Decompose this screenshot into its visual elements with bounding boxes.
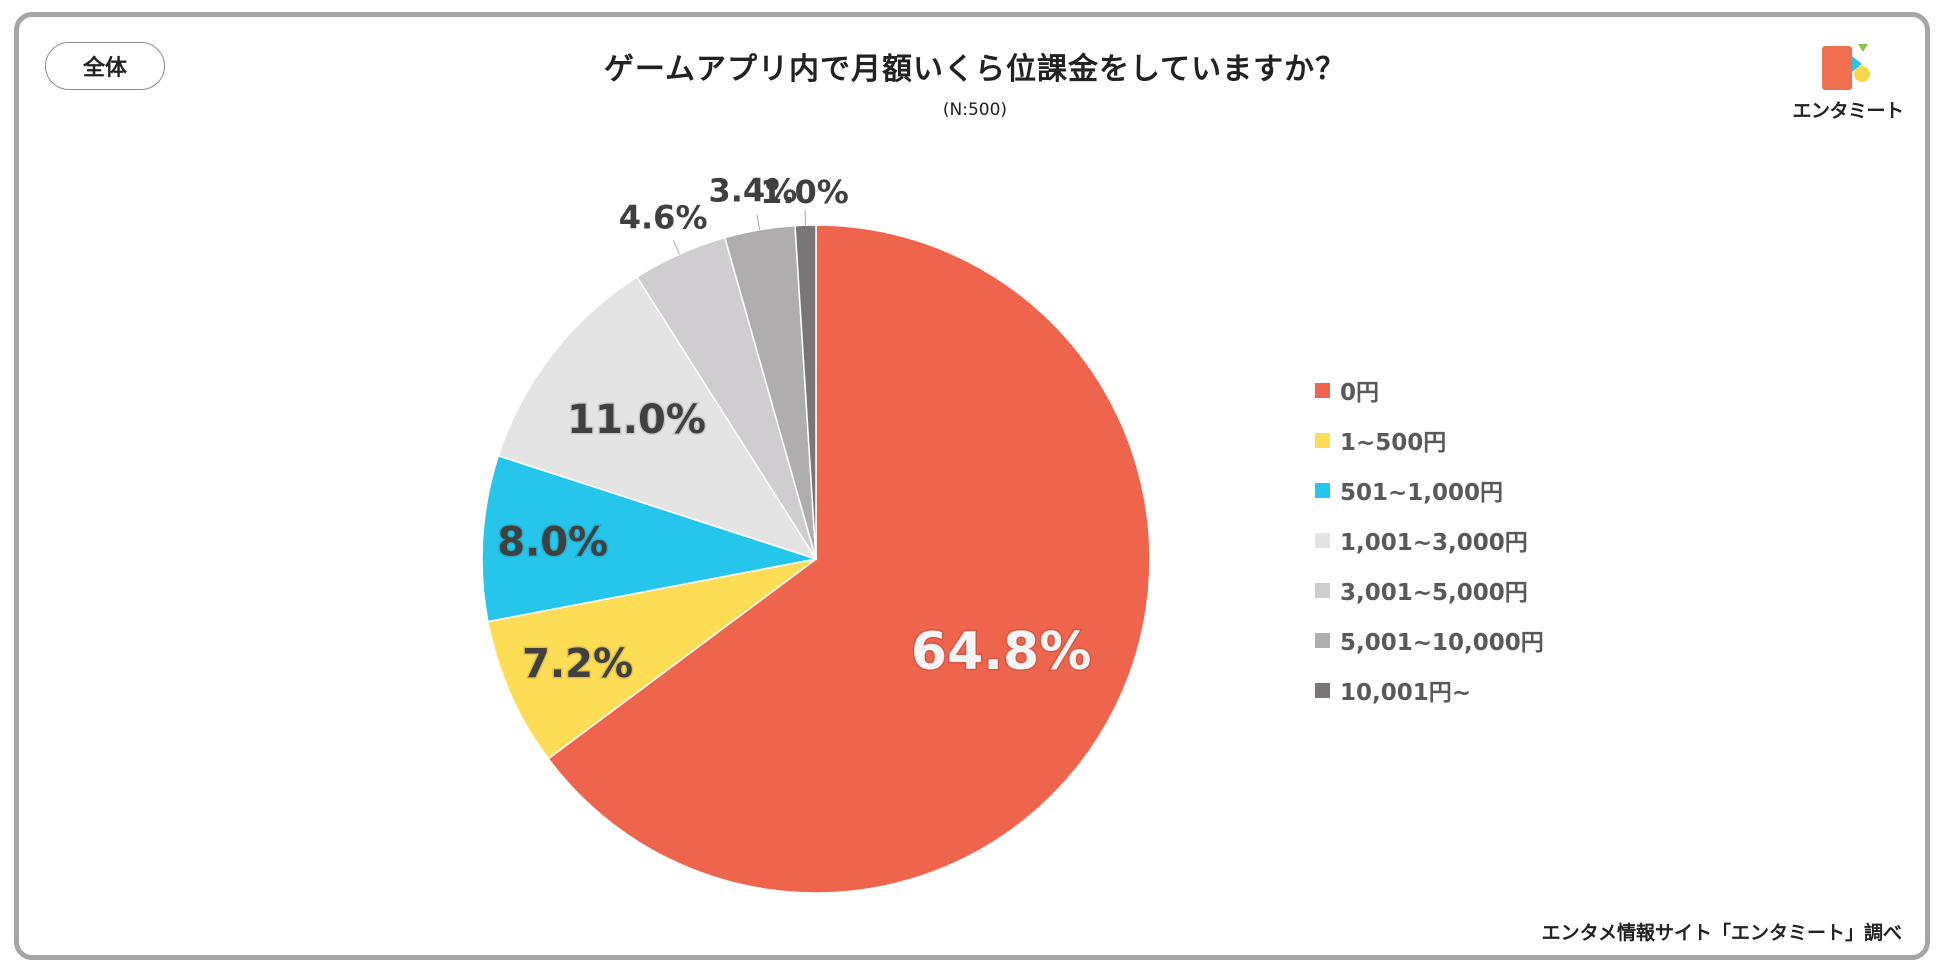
legend-item: 10,001円~: [1315, 665, 1544, 715]
data-label: 3.4%: [708, 171, 797, 209]
legend-label: 1,001~3,000円: [1340, 530, 1528, 556]
legend-item: 0円: [1315, 365, 1544, 415]
data-label: 1.0%: [760, 173, 849, 211]
legend-swatch: [1315, 432, 1330, 448]
entamit-logo: エンタミート: [1788, 40, 1908, 125]
legend-label: 501~1,000円: [1340, 480, 1504, 506]
legend-swatch: [1315, 482, 1330, 498]
data-label: 11.0%: [567, 397, 706, 443]
legend-label: 5,001~10,000円: [1340, 630, 1544, 656]
data-label: 64.8%: [911, 622, 1091, 682]
leader-line: [672, 240, 680, 255]
legend-swatch: [1315, 682, 1330, 698]
legend-label: 0円: [1340, 380, 1380, 406]
pie-slice: [487, 558, 817, 760]
legend-item: 3,001~5,000円: [1315, 565, 1544, 615]
source-note: エンタメ情報サイト「エンタミート」調べ: [1541, 922, 1902, 944]
scope-badge: 全体: [45, 42, 165, 90]
leader-line: [756, 214, 761, 230]
legend-item: 1,001~3,000円: [1315, 515, 1544, 565]
legend-label: 10,001円~: [1340, 680, 1472, 706]
legend-swatch: [1315, 582, 1330, 598]
legend-item: 5,001~10,000円: [1315, 615, 1544, 665]
legend-item: 501~1,000円: [1315, 465, 1544, 515]
legend-label: 3,001~5,000円: [1340, 580, 1528, 606]
data-label: 8.0%: [497, 519, 608, 565]
logo-text: エンタミート: [1792, 100, 1904, 122]
legend-swatch: [1315, 532, 1330, 548]
logo-mark-icon: [1822, 44, 1870, 90]
pie-slice: [481, 454, 817, 623]
legend-label: 1~500円: [1340, 430, 1447, 456]
pie-slice: [497, 275, 818, 561]
chart-title: ゲームアプリ内で月額いくら位課金をしていますか？: [603, 52, 1347, 87]
legend-swatch: [1315, 632, 1330, 648]
data-label: 7.2%: [522, 641, 633, 687]
legend-item: 1~500円: [1315, 415, 1544, 465]
legend-swatch: [1315, 382, 1330, 398]
chart-subtitle: (N:500): [942, 100, 1008, 120]
pie-slice: [547, 224, 1151, 894]
pie-slice: [794, 224, 817, 560]
data-label: 4.6%: [619, 199, 708, 237]
chart-legend: 0円 1~500円 501~1,000円 1,001~3,000円 3,001~5,00…: [1315, 365, 1544, 715]
